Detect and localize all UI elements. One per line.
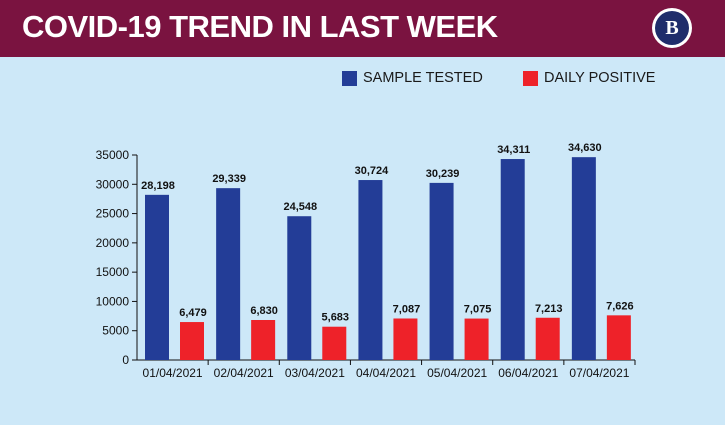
header-bar: COVID-19 TREND IN LAST WEEK B: [0, 0, 725, 57]
brand-logo: B: [652, 8, 692, 48]
y-tick-label: 5000: [102, 324, 129, 338]
data-label-sample-tested: 34,311: [497, 144, 530, 156]
bar-sample-tested: [500, 159, 525, 360]
legend-label-sample-tested: SAMPLE TESTED: [363, 70, 483, 86]
y-tick-label: 15000: [96, 265, 130, 279]
x-tick-label: 01/04/2021: [143, 366, 203, 380]
data-label-daily-positive: 5,683: [322, 312, 350, 324]
data-label-daily-positive: 6,479: [179, 307, 207, 319]
x-tick-label: 02/04/2021: [214, 366, 274, 380]
data-label-daily-positive: 7,075: [464, 304, 492, 316]
bar-daily-positive: [322, 326, 347, 360]
legend-swatch-daily-positive: [523, 70, 538, 86]
chart-title: COVID-19 TREND IN LAST WEEK: [22, 9, 498, 44]
bar-sample-tested: [429, 182, 454, 360]
data-label-sample-tested: 29,339: [212, 173, 246, 185]
legend-item-daily-positive: DAILY POSITIVE: [523, 70, 655, 86]
bar-sample-tested: [145, 194, 169, 360]
legend-swatch-sample-tested: [342, 70, 357, 86]
y-tick-label: 0: [122, 353, 129, 367]
brand-logo-letter: B: [655, 11, 689, 45]
x-tick-label: 04/04/2021: [356, 366, 416, 380]
bar-sample-tested: [216, 188, 241, 360]
data-label-sample-tested: 34,630: [568, 142, 602, 154]
data-label-sample-tested: 28,198: [141, 180, 175, 192]
data-label-daily-positive: 7,626: [606, 300, 634, 312]
data-label-daily-positive: 6,830: [250, 305, 278, 317]
data-label-sample-tested: 30,239: [426, 168, 460, 180]
y-tick-label: 20000: [96, 236, 130, 250]
y-tick-label: 10000: [96, 294, 130, 308]
bar-daily-positive: [535, 317, 560, 360]
bar-sample-tested: [358, 180, 383, 360]
x-tick-label: 07/04/2021: [569, 366, 629, 380]
legend-label-daily-positive: DAILY POSITIVE: [544, 70, 656, 86]
data-label-sample-tested: 24,548: [283, 201, 317, 213]
bar-sample-tested: [287, 216, 312, 360]
y-tick-label: 25000: [96, 207, 130, 221]
chart-legend: SAMPLE TESTED DAILY POSITIVE: [0, 70, 725, 90]
bar-daily-positive: [606, 315, 631, 360]
bar-sample-tested: [571, 157, 596, 360]
y-tick-label: 30000: [96, 177, 130, 191]
bar-daily-positive: [251, 319, 276, 360]
legend-item-sample-tested: SAMPLE TESTED: [342, 70, 483, 86]
data-label-daily-positive: 7,087: [393, 303, 421, 315]
x-tick-label: 03/04/2021: [285, 366, 345, 380]
y-tick-label: 35000: [96, 148, 130, 162]
bar-daily-positive: [180, 322, 204, 360]
data-label-sample-tested: 30,724: [355, 165, 390, 177]
data-label-daily-positive: 7,213: [535, 303, 563, 315]
bar-daily-positive: [464, 318, 489, 360]
bar-daily-positive: [393, 318, 418, 360]
x-tick-label: 05/04/2021: [427, 366, 487, 380]
x-tick-label: 06/04/2021: [498, 366, 558, 380]
